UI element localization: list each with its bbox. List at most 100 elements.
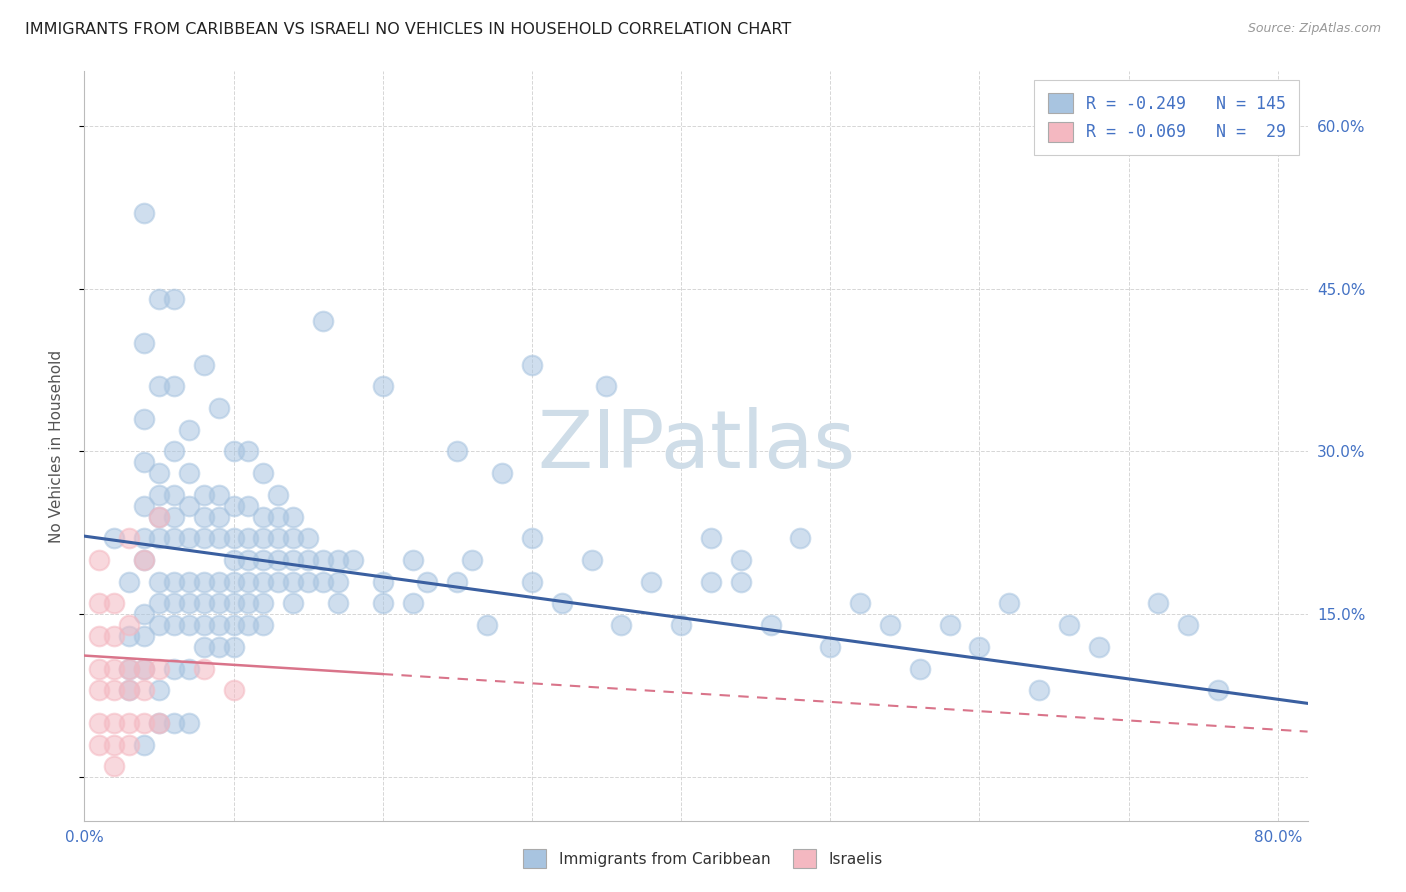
Point: [177, 531, 200, 545]
Point: [730, 553, 752, 567]
Point: [238, 574, 260, 589]
Point: [193, 640, 215, 654]
Point: [297, 574, 319, 589]
Point: [148, 488, 170, 502]
Point: [193, 509, 215, 524]
Point: [89, 553, 111, 567]
Point: [283, 509, 305, 524]
Point: [148, 379, 170, 393]
Point: [238, 499, 260, 513]
Point: [177, 466, 200, 480]
Point: [283, 574, 305, 589]
Point: [818, 640, 841, 654]
Point: [193, 574, 215, 589]
Point: [132, 607, 155, 622]
Point: [177, 715, 200, 730]
Point: [326, 574, 349, 589]
Point: [163, 715, 186, 730]
Text: Source: ZipAtlas.com: Source: ZipAtlas.com: [1247, 22, 1381, 36]
Point: [222, 574, 245, 589]
Point: [132, 683, 155, 698]
Point: [163, 509, 186, 524]
Point: [193, 488, 215, 502]
Point: [222, 683, 245, 698]
Point: [401, 553, 423, 567]
Point: [148, 509, 170, 524]
Point: [283, 531, 305, 545]
Point: [326, 597, 349, 611]
Point: [252, 553, 274, 567]
Point: [103, 531, 125, 545]
Point: [193, 618, 215, 632]
Point: [118, 531, 141, 545]
Point: [222, 618, 245, 632]
Point: [371, 379, 394, 393]
Point: [222, 553, 245, 567]
Point: [669, 618, 692, 632]
Point: [177, 499, 200, 513]
Y-axis label: No Vehicles in Household: No Vehicles in Household: [49, 350, 63, 542]
Legend: R = -0.249   N = 145, R = -0.069   N =  29: R = -0.249 N = 145, R = -0.069 N = 29: [1035, 79, 1299, 155]
Point: [267, 509, 290, 524]
Point: [267, 574, 290, 589]
Point: [103, 738, 125, 752]
Point: [103, 683, 125, 698]
Point: [908, 662, 931, 676]
Point: [1028, 683, 1050, 698]
Point: [132, 335, 155, 350]
Point: [163, 531, 186, 545]
Point: [148, 662, 170, 676]
Point: [118, 715, 141, 730]
Point: [148, 509, 170, 524]
Point: [132, 531, 155, 545]
Point: [148, 597, 170, 611]
Point: [222, 597, 245, 611]
Point: [193, 597, 215, 611]
Point: [238, 531, 260, 545]
Point: [730, 574, 752, 589]
Point: [118, 618, 141, 632]
Point: [595, 379, 617, 393]
Point: [610, 618, 633, 632]
Point: [222, 531, 245, 545]
Point: [118, 683, 141, 698]
Point: [163, 379, 186, 393]
Point: [416, 574, 439, 589]
Point: [118, 574, 141, 589]
Point: [446, 444, 468, 458]
Point: [148, 531, 170, 545]
Point: [401, 597, 423, 611]
Point: [342, 553, 364, 567]
Point: [297, 531, 319, 545]
Point: [238, 618, 260, 632]
Point: [326, 553, 349, 567]
Point: [252, 466, 274, 480]
Text: ZIPatlas: ZIPatlas: [537, 407, 855, 485]
Point: [89, 662, 111, 676]
Point: [969, 640, 991, 654]
Point: [267, 553, 290, 567]
Point: [520, 531, 543, 545]
Point: [103, 597, 125, 611]
Point: [207, 531, 229, 545]
Point: [207, 618, 229, 632]
Point: [89, 683, 111, 698]
Point: [938, 618, 960, 632]
Point: [207, 488, 229, 502]
Point: [118, 662, 141, 676]
Point: [238, 597, 260, 611]
Point: [132, 553, 155, 567]
Point: [475, 618, 498, 632]
Point: [252, 531, 274, 545]
Point: [520, 358, 543, 372]
Point: [312, 314, 335, 328]
Point: [238, 444, 260, 458]
Point: [312, 553, 335, 567]
Point: [998, 597, 1021, 611]
Point: [148, 715, 170, 730]
Point: [759, 618, 782, 632]
Point: [1057, 618, 1080, 632]
Point: [118, 629, 141, 643]
Point: [132, 205, 155, 219]
Point: [177, 597, 200, 611]
